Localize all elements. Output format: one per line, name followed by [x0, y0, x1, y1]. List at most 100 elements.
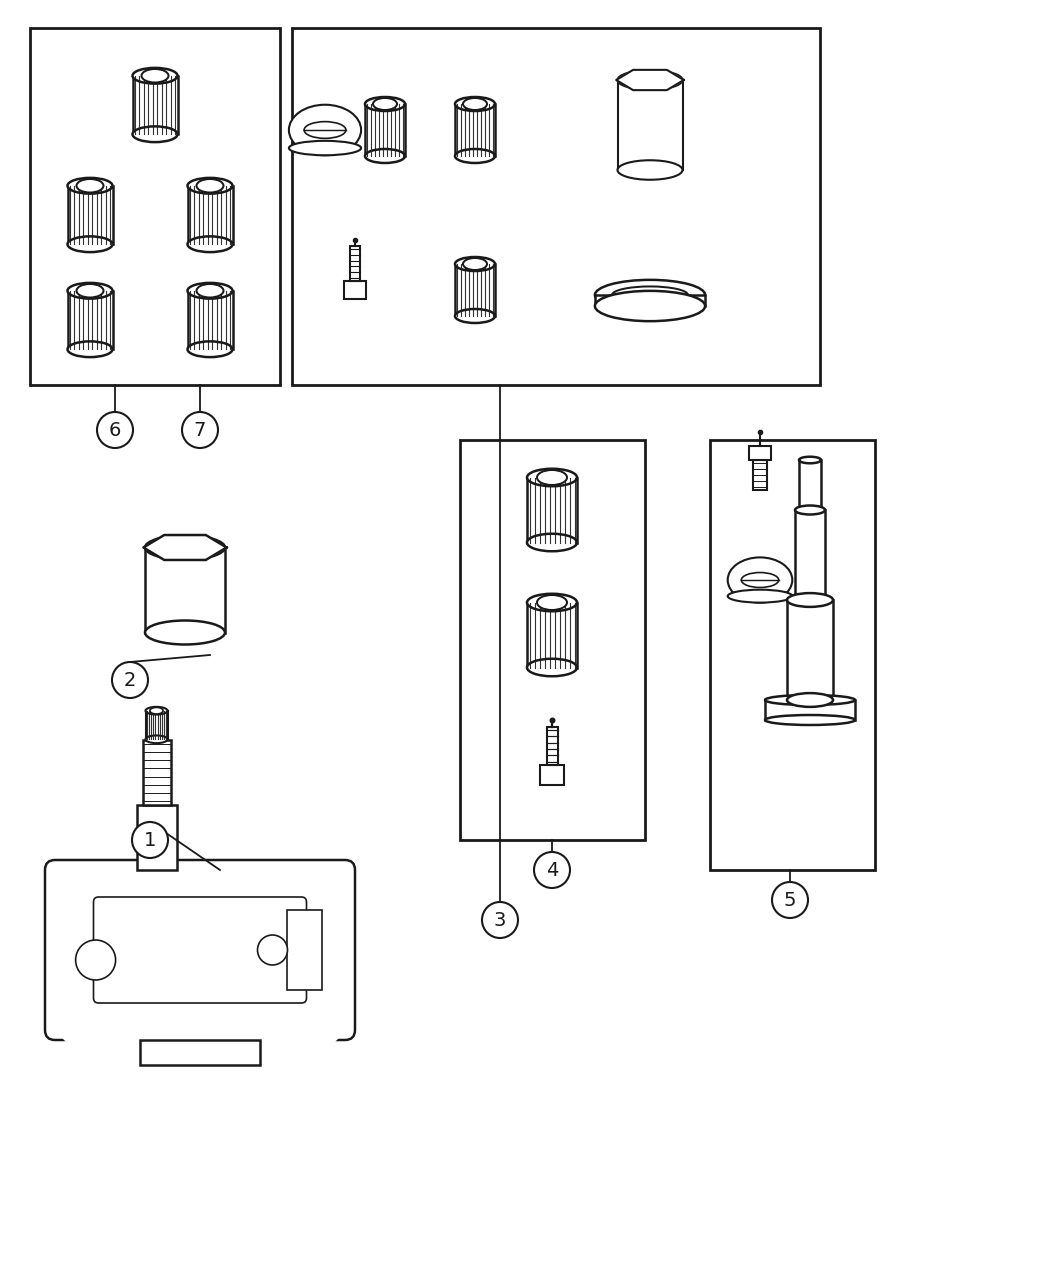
Bar [527, 603, 578, 668]
Ellipse shape [728, 590, 793, 603]
Bar [753, 460, 766, 490]
Ellipse shape [788, 593, 833, 607]
Ellipse shape [765, 695, 855, 705]
Ellipse shape [67, 236, 112, 252]
Ellipse shape [150, 708, 163, 714]
Ellipse shape [527, 594, 578, 611]
Ellipse shape [67, 179, 112, 194]
Ellipse shape [188, 283, 232, 298]
Ellipse shape [67, 283, 112, 298]
Ellipse shape [196, 284, 224, 297]
Bar [136, 805, 176, 870]
Ellipse shape [455, 149, 495, 163]
Bar [595, 295, 706, 306]
Ellipse shape [365, 149, 405, 163]
Ellipse shape [795, 505, 825, 515]
Text: 6: 6 [109, 421, 121, 440]
Circle shape [534, 852, 570, 887]
Ellipse shape [617, 161, 682, 180]
Ellipse shape [595, 291, 706, 321]
Text: 7: 7 [194, 421, 206, 440]
Text: 2: 2 [124, 671, 136, 690]
Bar [287, 910, 321, 989]
Ellipse shape [617, 70, 682, 89]
Ellipse shape [728, 557, 793, 603]
Ellipse shape [765, 715, 855, 725]
FancyBboxPatch shape [45, 861, 355, 1040]
FancyBboxPatch shape [93, 898, 307, 1003]
Bar [795, 510, 825, 601]
Ellipse shape [146, 706, 168, 714]
Bar [799, 460, 821, 510]
Ellipse shape [132, 126, 177, 142]
Bar [617, 80, 682, 170]
Ellipse shape [537, 470, 567, 484]
Ellipse shape [799, 456, 821, 463]
Circle shape [482, 901, 518, 938]
Polygon shape [616, 70, 684, 91]
Bar [67, 186, 112, 245]
Bar [455, 105, 495, 156]
Bar [132, 75, 177, 134]
Bar [455, 264, 495, 316]
Ellipse shape [145, 536, 225, 560]
Bar [749, 446, 771, 460]
Circle shape [182, 412, 218, 448]
Text: 5: 5 [783, 890, 796, 909]
Bar [365, 105, 405, 156]
Ellipse shape [289, 105, 361, 156]
Ellipse shape [77, 179, 104, 193]
Ellipse shape [741, 572, 779, 588]
Text: 3: 3 [494, 910, 506, 929]
Ellipse shape [373, 98, 397, 110]
Text: 4: 4 [546, 861, 559, 880]
Ellipse shape [77, 284, 104, 297]
Bar [30, 28, 280, 385]
Bar [788, 601, 833, 700]
Polygon shape [144, 536, 227, 560]
Ellipse shape [527, 659, 578, 676]
Bar [143, 740, 170, 805]
Ellipse shape [612, 287, 688, 303]
Bar [540, 765, 564, 785]
Ellipse shape [188, 179, 232, 194]
Ellipse shape [527, 534, 578, 551]
Circle shape [132, 822, 168, 858]
Ellipse shape [188, 342, 232, 357]
Ellipse shape [788, 694, 833, 706]
Ellipse shape [595, 279, 706, 310]
Bar [292, 28, 820, 385]
Ellipse shape [196, 179, 224, 193]
Circle shape [76, 940, 116, 980]
Ellipse shape [463, 258, 487, 270]
Ellipse shape [537, 595, 567, 609]
Ellipse shape [527, 469, 578, 486]
Ellipse shape [365, 97, 405, 111]
Circle shape [257, 935, 288, 965]
Bar [765, 700, 855, 720]
Circle shape [97, 412, 133, 448]
Bar [350, 246, 360, 280]
Bar [710, 440, 875, 870]
Ellipse shape [455, 258, 495, 272]
Bar [145, 547, 225, 632]
Circle shape [772, 882, 808, 918]
Circle shape [112, 662, 148, 697]
Ellipse shape [132, 68, 177, 84]
Text: 1: 1 [144, 830, 156, 849]
Ellipse shape [146, 736, 168, 743]
Bar [188, 186, 232, 245]
Ellipse shape [304, 121, 345, 139]
Ellipse shape [67, 342, 112, 357]
Bar [67, 291, 112, 349]
Ellipse shape [289, 140, 361, 156]
Bar [140, 1040, 260, 1065]
Ellipse shape [455, 97, 495, 111]
Ellipse shape [188, 236, 232, 252]
Bar [460, 440, 645, 840]
Ellipse shape [142, 69, 168, 83]
Bar [146, 710, 168, 740]
Bar [188, 291, 232, 349]
Ellipse shape [145, 621, 225, 644]
Bar [546, 727, 558, 765]
